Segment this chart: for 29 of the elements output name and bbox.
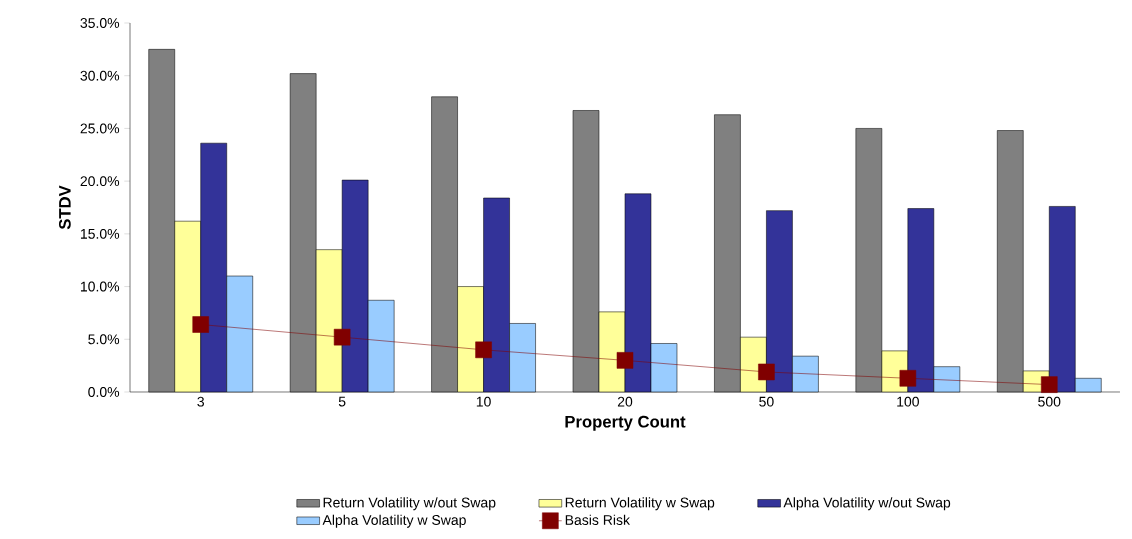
y-tick-label: 15.0%: [80, 228, 120, 239]
x-tick-label: 20: [617, 396, 633, 407]
point: [1041, 376, 1058, 393]
legend-label: Alpha Volatility w Swap: [322, 514, 466, 528]
point: [192, 316, 209, 333]
point: [475, 341, 492, 359]
x-tick-label: 500: [1038, 396, 1061, 407]
y-tick-label: 25.0%: [80, 123, 120, 134]
y-tick-label: 30.0%: [80, 70, 120, 81]
y-tick-label: 35.0%: [80, 18, 120, 28]
x-tick-label: 10: [476, 396, 491, 407]
legend-label: Alpha Volatility w/out Swap: [783, 497, 951, 511]
point: [616, 352, 634, 369]
x-axis-title: Property Count: [565, 415, 686, 431]
legend-label: Return Volatility w Swap: [565, 497, 715, 511]
legend-label: Return Volatility w/out Swap: [323, 497, 496, 511]
point: [899, 370, 917, 387]
y-tick-label: 20.0%: [80, 176, 120, 187]
y-tick-label: 0.0%: [88, 387, 120, 397]
x-tick-label: 3: [197, 396, 204, 407]
x-tick-label: 50: [759, 396, 774, 407]
point: [333, 328, 351, 346]
y-tick-label: 10.0%: [80, 281, 120, 292]
legend-label: Basis Risk: [565, 514, 630, 525]
x-tick-label: 5: [338, 396, 346, 407]
y-tick-label: 5.0%: [88, 334, 120, 345]
x-tick-label: 100: [897, 396, 919, 407]
point: [758, 363, 775, 381]
y-axis-title: STDV: [58, 185, 71, 230]
